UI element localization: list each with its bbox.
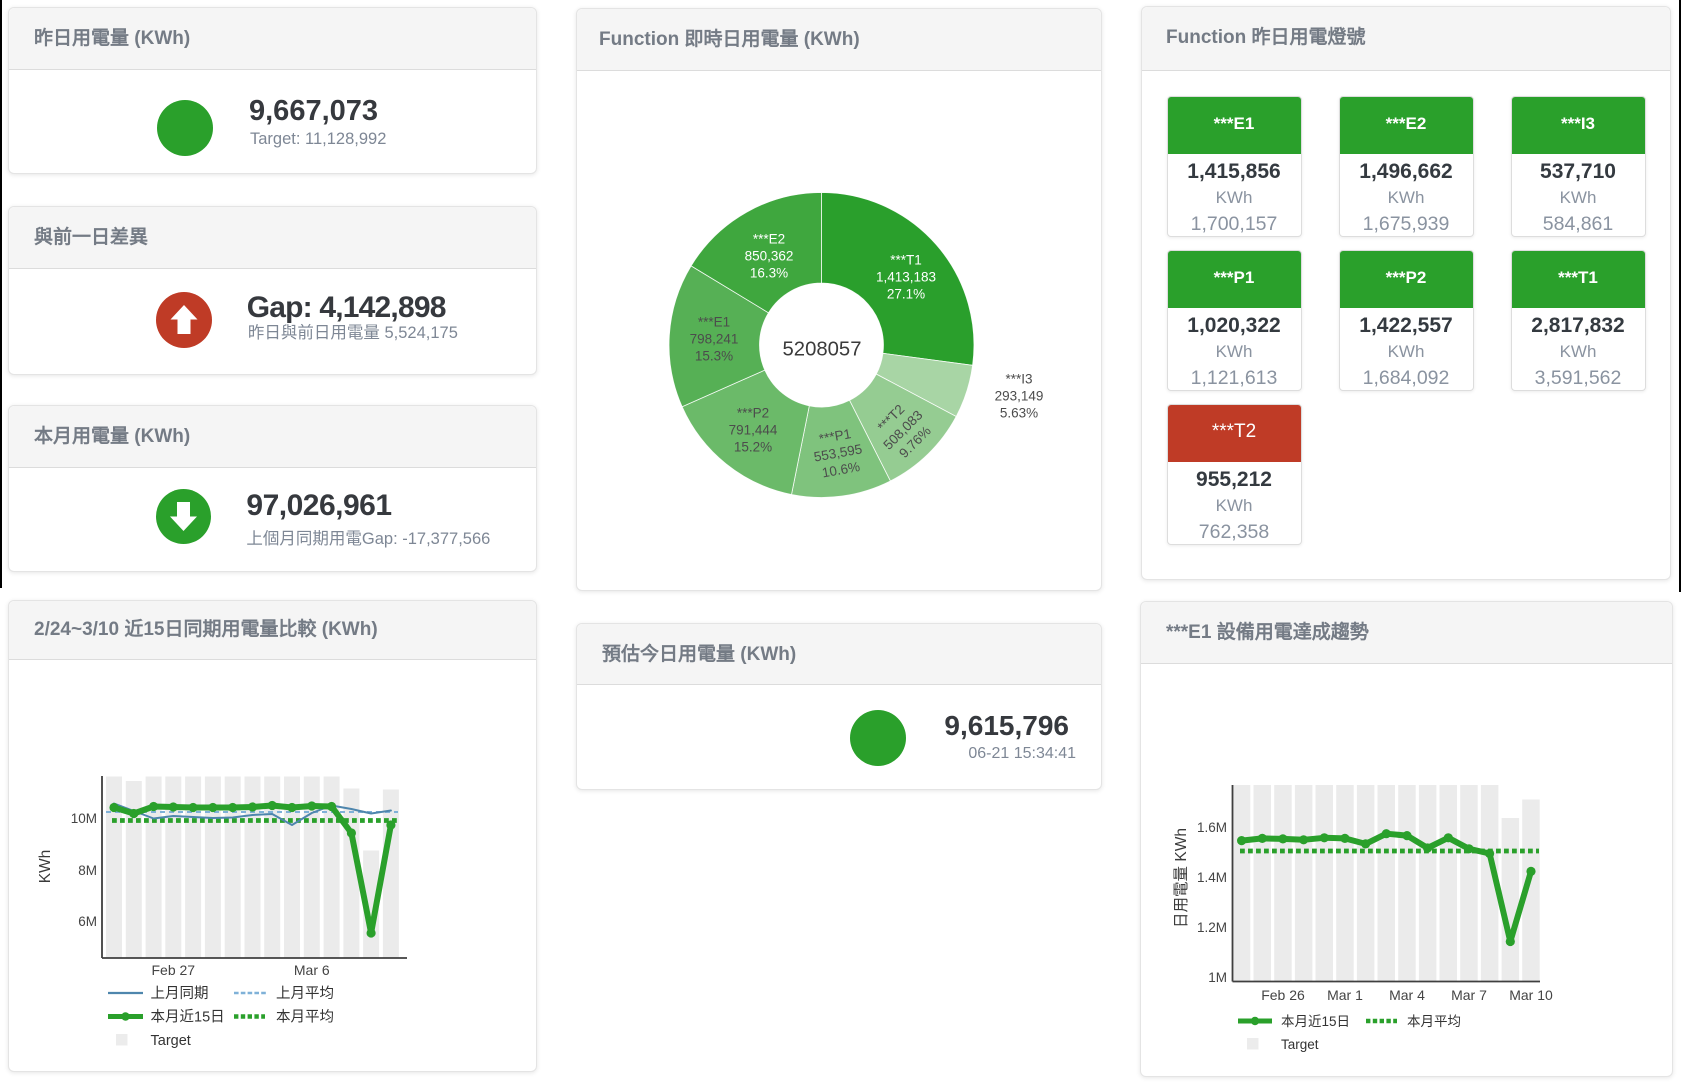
svg-text:Target: Target [151,1033,191,1049]
svg-text:1M: 1M [1208,970,1227,985]
svg-text:1,413,183: 1,413,183 [876,270,936,285]
svg-text:Mar 10: Mar 10 [1509,987,1553,1003]
svg-text:***E2: ***E2 [753,232,785,247]
svg-text:15.2%: 15.2% [734,440,772,455]
svg-text:1.6M: 1.6M [1197,820,1227,835]
svg-text:850,362: 850,362 [745,249,794,264]
svg-text:本月近15日: 本月近15日 [1281,1014,1350,1029]
svg-text:本月近15日: 本月近15日 [151,1009,225,1026]
svg-text:Mar 1: Mar 1 [1327,987,1363,1003]
svg-text:日用電量 KWh: 日用電量 KWh [1173,828,1190,928]
svg-text:6M: 6M [78,914,97,929]
svg-text:***E1: ***E1 [698,315,730,330]
svg-text:本月平均: 本月平均 [276,1009,334,1026]
svg-text:1.2M: 1.2M [1197,920,1227,935]
svg-text:1.4M: 1.4M [1197,870,1227,885]
svg-text:***P1: ***P1 [818,426,852,446]
svg-text:Mar 4: Mar 4 [1389,987,1425,1003]
svg-text:15.3%: 15.3% [695,349,733,364]
svg-text:293,149: 293,149 [995,389,1044,404]
svg-text:上月同期: 上月同期 [151,985,209,1002]
svg-text:5.63%: 5.63% [1000,406,1038,421]
svg-text:***T1: ***T1 [890,253,922,268]
svg-text:***P2: ***P2 [737,406,769,421]
svg-text:KWh: KWh [37,850,54,884]
svg-text:Feb 27: Feb 27 [152,962,196,978]
svg-text:5208057: 5208057 [783,339,862,361]
svg-text:***I3: ***I3 [1005,372,1032,387]
svg-text:27.1%: 27.1% [887,287,925,302]
svg-text:Target: Target [1281,1037,1319,1052]
svg-text:Feb 26: Feb 26 [1261,987,1305,1003]
svg-text:791,444: 791,444 [729,423,778,438]
svg-text:上月平均: 上月平均 [276,985,334,1002]
svg-text:10M: 10M [71,811,97,826]
svg-text:10.6%: 10.6% [821,459,861,480]
svg-text:Mar 6: Mar 6 [294,962,330,978]
svg-text:Mar 7: Mar 7 [1451,987,1487,1003]
svg-text:16.3%: 16.3% [750,266,788,281]
svg-text:798,241: 798,241 [690,332,739,347]
svg-text:本月平均: 本月平均 [1407,1014,1461,1029]
svg-text:8M: 8M [78,863,97,878]
